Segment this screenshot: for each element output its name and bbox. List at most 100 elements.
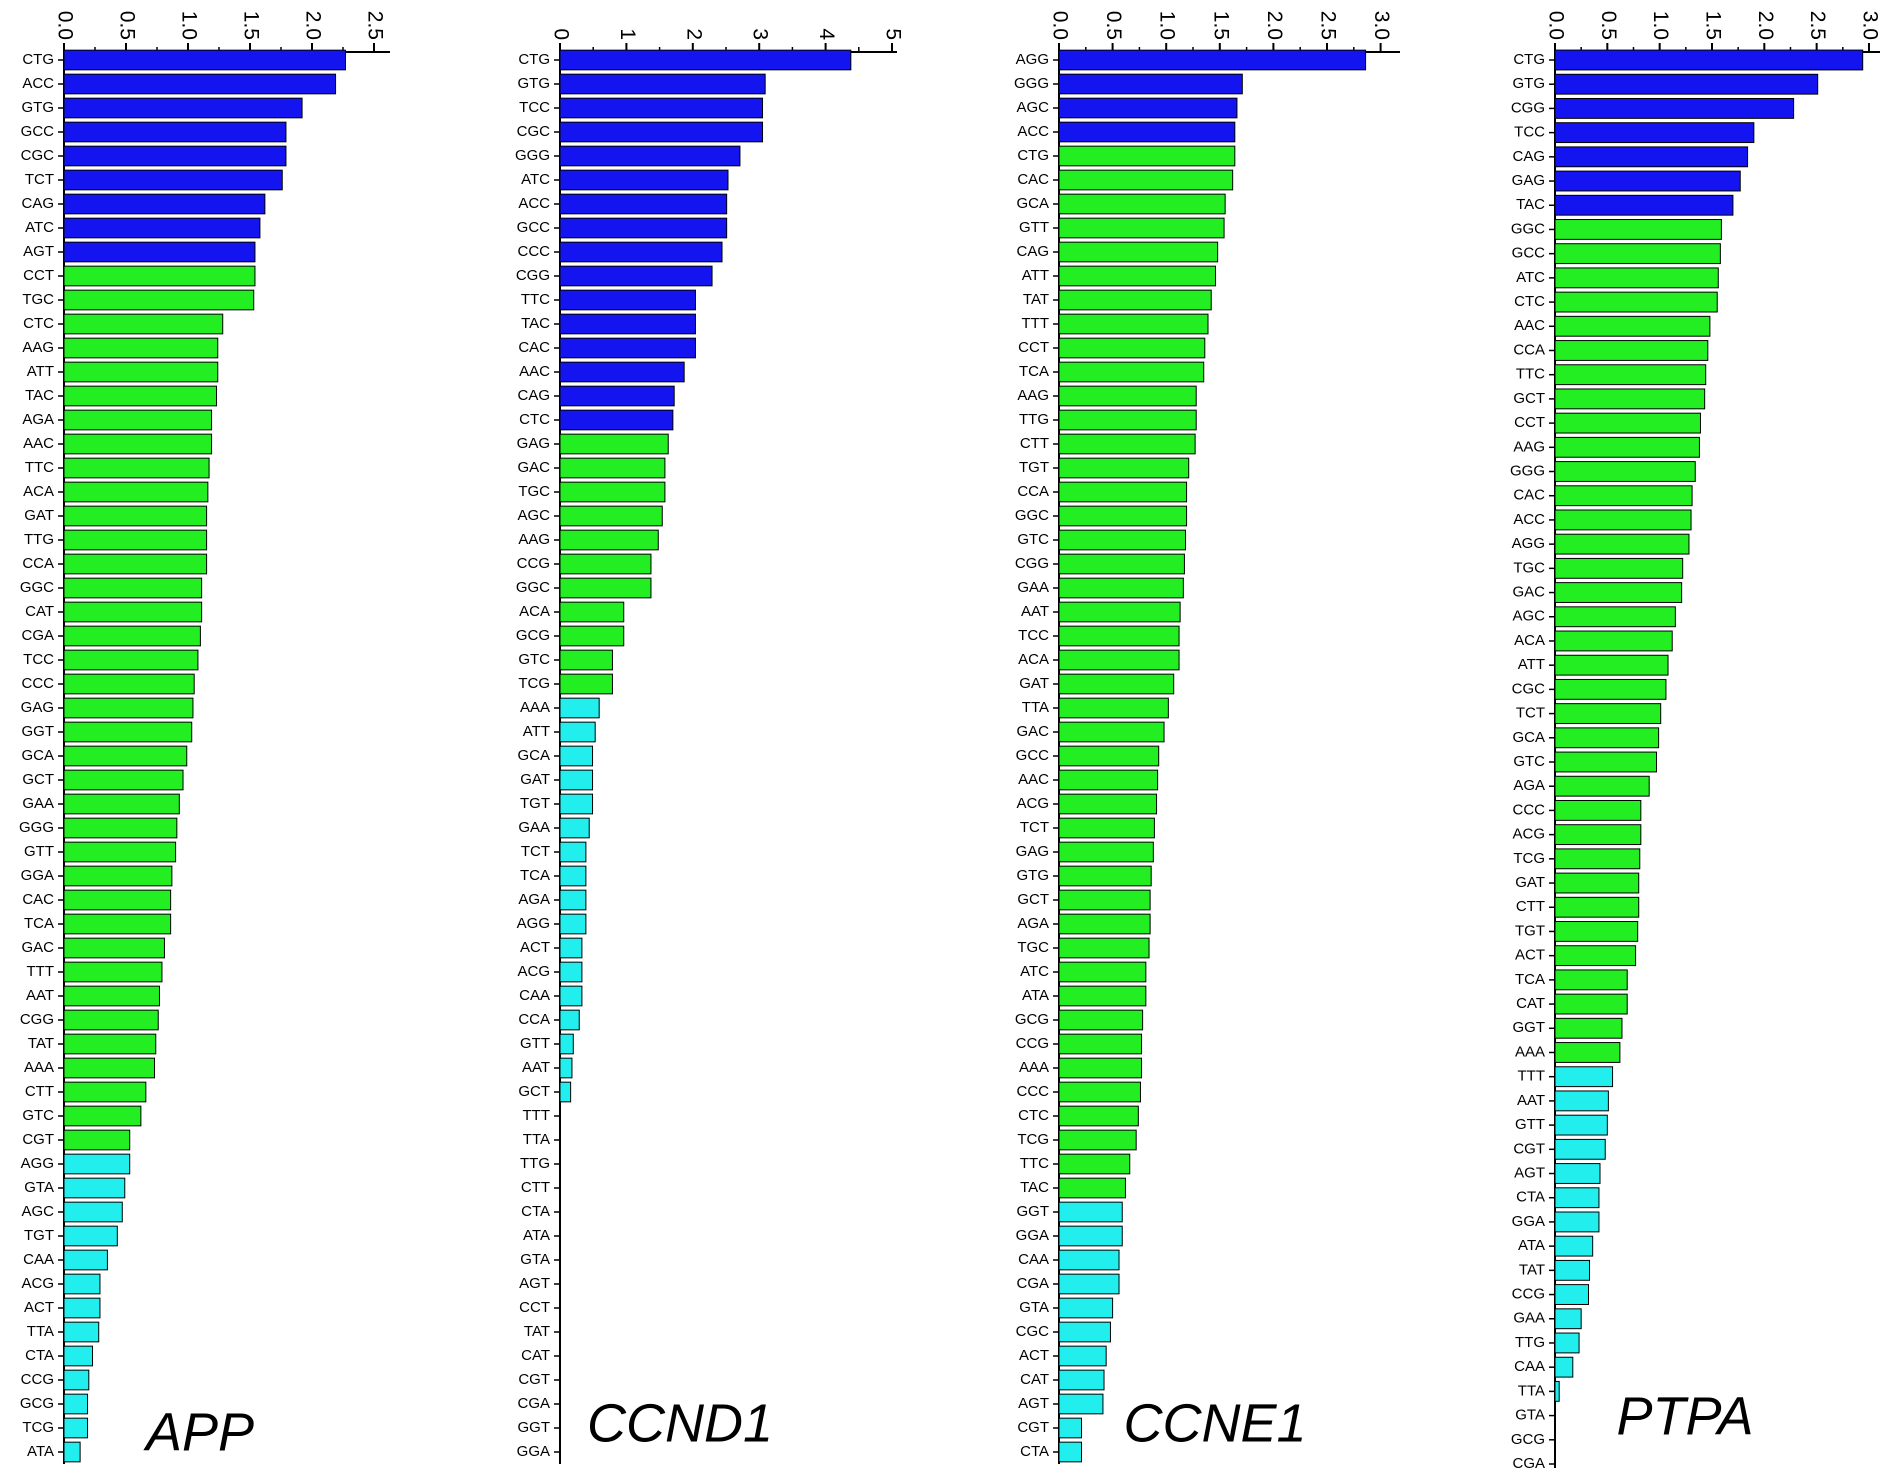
ptpa-category-label: CGT — [1513, 1140, 1545, 1157]
ccne1-bar — [1058, 481, 1188, 503]
app-category-label: CGA — [21, 627, 54, 644]
ptpa-bar — [1554, 267, 1719, 289]
ptpa-category-label: GAT — [1515, 874, 1545, 891]
app-category-label: ACT — [24, 1299, 54, 1316]
ptpa-category-label: GTC — [1513, 753, 1545, 770]
ccne1-bar — [1058, 193, 1226, 215]
ccnd1-bar — [559, 817, 590, 839]
app-bar — [63, 1273, 101, 1295]
ccnd1-bar — [559, 745, 594, 767]
app-category-label: GCG — [20, 1395, 54, 1412]
ccnd1-bar — [559, 505, 663, 527]
ccnd1-bar — [559, 937, 583, 959]
ptpa-bar — [1554, 1259, 1591, 1281]
ccnd1-category-label: GTA — [520, 1251, 550, 1268]
ptpa-category-label: CCA — [1513, 341, 1545, 358]
ccnd1-bar — [559, 673, 613, 695]
ptpa-bar — [1554, 122, 1755, 144]
ccnd1-category-label: CAG — [517, 387, 550, 404]
ccne1-category-label: TCG — [1017, 1131, 1049, 1148]
ccnd1-bar — [559, 649, 613, 671]
app-category-label: CAA — [23, 1251, 54, 1268]
ccnd1-bar — [559, 265, 713, 287]
ccnd1-category-label: CTC — [519, 411, 550, 428]
ptpa-category-label: CCT — [1514, 414, 1545, 431]
ptpa-category-label: GGA — [1512, 1213, 1545, 1230]
ccne1-bar — [1058, 433, 1196, 455]
ptpa-bar — [1554, 412, 1701, 434]
app-category-label: CCC — [22, 675, 55, 692]
app-category-label: CAC — [22, 891, 54, 908]
ccnd1-bar — [559, 1009, 580, 1031]
ccnd1-category-label: ACA — [519, 603, 550, 620]
ccnd1-category-label: GGC — [516, 579, 550, 596]
ptpa-bar — [1554, 557, 1684, 579]
ptpa-bar — [1554, 606, 1676, 628]
ccne1-bar — [1058, 241, 1219, 263]
app-bar — [63, 97, 303, 119]
app-bar — [63, 1009, 159, 1031]
app-bar — [63, 457, 210, 479]
ptpa-bar — [1554, 49, 1864, 71]
app-bar — [63, 817, 178, 839]
ptpa-bar — [1554, 485, 1693, 507]
ccnd1-x-tick-label: 3 — [749, 28, 772, 40]
ccne1-category-label: TAT — [1023, 291, 1049, 308]
ptpa-x-tick-label: 2.0 — [1754, 11, 1777, 40]
app-bar — [63, 1321, 100, 1343]
ptpa-category-label: TTG — [1515, 1334, 1545, 1351]
ccnd1-category-label: GAT — [520, 771, 550, 788]
ptpa-category-label: AAA — [1515, 1043, 1545, 1060]
ptpa-bar — [1554, 1332, 1580, 1354]
app-x-tick-label: 2.5 — [363, 11, 386, 40]
ccnd1-category-label: ACC — [518, 195, 550, 212]
ccnd1-category-label: TTT — [523, 1107, 551, 1124]
ptpa-title: PTPA — [1616, 1386, 1753, 1446]
ptpa-bar — [1554, 73, 1819, 95]
ptpa-category-label: GCA — [1512, 729, 1545, 746]
ccne1-category-label: GAG — [1016, 843, 1049, 860]
ptpa-category-label: AAC — [1514, 317, 1545, 334]
ccnd1-category-label: CCT — [519, 1299, 550, 1316]
ccne1-category-label: TCA — [1019, 363, 1049, 380]
ccnd1-category-label: CAA — [519, 987, 550, 1004]
ptpa-bar — [1554, 1235, 1594, 1257]
ccne1-bar — [1058, 1249, 1120, 1271]
ccnd1-bar — [559, 841, 587, 863]
ptpa-category-label: AAG — [1513, 438, 1545, 455]
ccne1-category-label: AAG — [1017, 387, 1049, 404]
ptpa-category-label: TCC — [1514, 124, 1545, 141]
ccnd1-category-label: ATC — [521, 171, 550, 188]
app-bar — [63, 265, 256, 287]
ccne1-category-label: ACA — [1018, 651, 1049, 668]
ccne1-category-label: TGT — [1019, 459, 1049, 476]
ccne1-category-label: ACG — [1016, 795, 1049, 812]
ccnd1-category-label: CTG — [518, 51, 550, 68]
ccne1-bar — [1058, 673, 1175, 695]
app-bar — [63, 1441, 81, 1463]
app-bar — [63, 889, 172, 911]
ptpa-category-label: GCC — [1512, 245, 1546, 262]
ptpa-bar — [1554, 1211, 1600, 1233]
ptpa-category-label: TCA — [1515, 971, 1545, 988]
app-x-tick-label: 2.0 — [301, 11, 324, 40]
app-category-label: CGT — [22, 1131, 54, 1148]
app-category-label: GGG — [19, 819, 54, 836]
ccnd1-category-label: CTA — [521, 1203, 550, 1220]
app-category-label: CCT — [23, 267, 54, 284]
ccne1-bar — [1058, 1369, 1105, 1391]
ccne1-bar — [1058, 217, 1225, 239]
ccne1-category-label: CTA — [1020, 1443, 1049, 1460]
app-category-label: GCC — [21, 123, 55, 140]
ccnd1-category-label: AGC — [517, 507, 550, 524]
ccnd1-category-label: GGG — [515, 147, 550, 164]
ccnd1-category-label: ACG — [517, 963, 550, 980]
app-bar — [63, 769, 184, 791]
ccne1-category-label: AGC — [1016, 99, 1049, 116]
ccne1-category-label: GCT — [1017, 891, 1049, 908]
ptpa-category-label: CCG — [1512, 1286, 1545, 1303]
ccne1-category-label: TTG — [1019, 411, 1049, 428]
ccne1-bar — [1058, 361, 1205, 383]
ptpa-category-label: ACG — [1512, 826, 1545, 843]
